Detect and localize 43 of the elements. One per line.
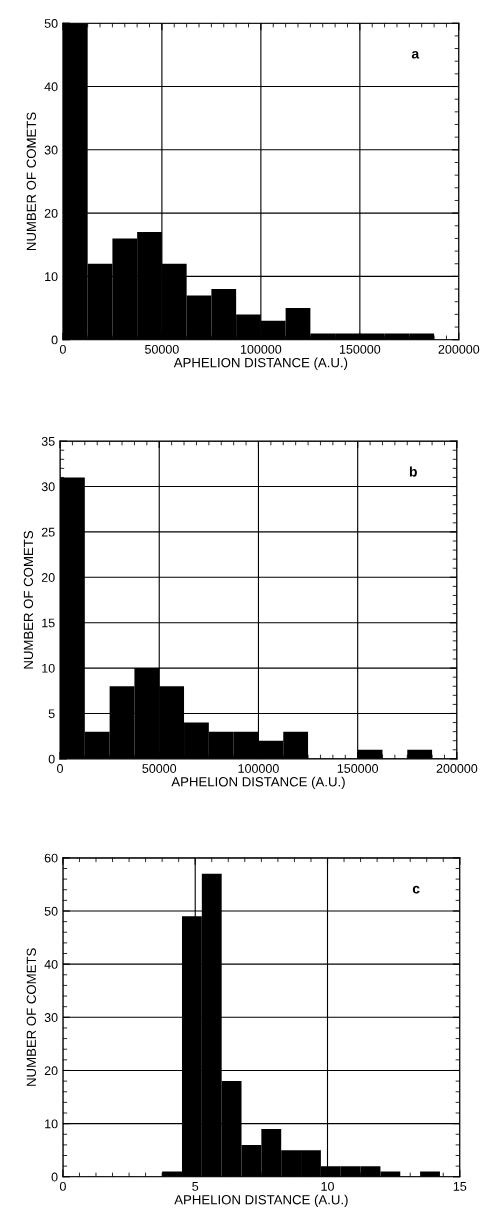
x-axis-title: APHELION DISTANCE (A.U.) <box>174 1194 348 1207</box>
y-tick-label: 20 <box>44 208 58 218</box>
y-tick-label: 5 <box>48 709 55 719</box>
y-tick-label: 20 <box>44 1066 58 1076</box>
x-tick-label: 0 <box>59 344 66 354</box>
x-tick-label: 200000 <box>438 344 480 354</box>
y-tick-label: 10 <box>42 663 55 673</box>
y-tick-label: 35 <box>41 436 55 446</box>
x-tick-label: 10 <box>321 1181 334 1191</box>
x-tick-label: 100000 <box>240 344 282 354</box>
x-axis-title: APHELION DISTANCE (A.U.) <box>173 357 348 370</box>
y-tick-label: 40 <box>44 959 58 969</box>
y-tick-label: 10 <box>45 1119 58 1129</box>
x-tick-label: 15 <box>453 1182 467 1191</box>
y-tick-label: 30 <box>41 482 55 492</box>
x-tick-label: 5 <box>192 1182 199 1191</box>
y-tick-label: 30 <box>44 145 58 155</box>
y-axis-title: NUMBER OF COMETS <box>23 530 34 669</box>
y-tick-label: 0 <box>48 754 55 764</box>
x-axis-title: APHELION DISTANCE (A.U.) <box>171 776 345 790</box>
x-tick-label: 0 <box>59 1181 66 1191</box>
y-tick-label: 50 <box>44 906 58 916</box>
y-tick-label: 40 <box>44 82 58 92</box>
y-tick-label: 0 <box>51 335 58 345</box>
annotation: b <box>409 466 417 477</box>
annotation: a <box>411 50 420 59</box>
y-tick-label: 20 <box>41 573 55 582</box>
y-tick-label: 30 <box>44 1013 58 1022</box>
x-tick-label: 50000 <box>145 344 179 354</box>
y-tick-label: 15 <box>42 618 55 628</box>
y-tick-label: 25 <box>41 527 55 537</box>
annotation: c <box>412 885 420 894</box>
x-tick-label: 50000 <box>142 764 177 773</box>
y-tick-label: 10 <box>45 272 58 282</box>
x-tick-label: 150000 <box>339 344 381 354</box>
y-tick-label: 0 <box>51 1172 58 1182</box>
x-tick-label: 100000 <box>238 764 279 773</box>
y-tick-label: 50 <box>44 19 58 28</box>
y-axis-title: NUMBER OF COMETS <box>26 112 36 251</box>
x-tick-label: 150000 <box>337 764 379 773</box>
y-axis-title: NUMBER OF COMETS <box>26 948 36 1086</box>
x-tick-label: 200000 <box>436 764 478 773</box>
y-tick-label: 60 <box>44 853 58 863</box>
